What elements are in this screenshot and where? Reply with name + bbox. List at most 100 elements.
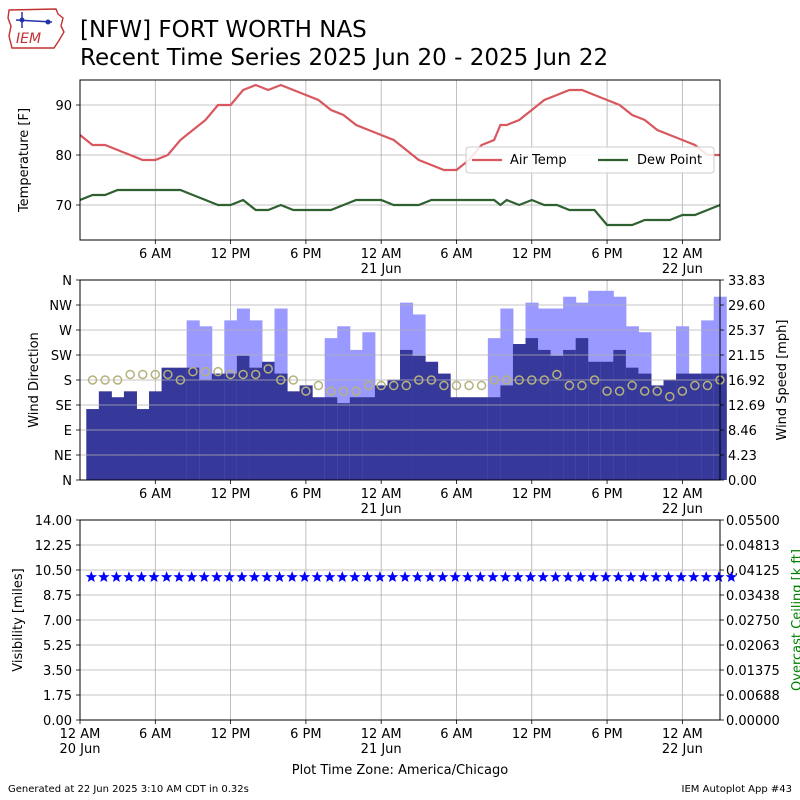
wind-direction-point	[200, 366, 211, 377]
visibility-point	[575, 571, 587, 582]
wind-direction-point	[414, 375, 424, 385]
y-tick-label-right: 0.00688	[726, 689, 780, 704]
visibility-point	[386, 571, 399, 582]
wind-direction-point	[238, 369, 248, 380]
wind-direction-point	[175, 375, 186, 385]
wind-speed-bar	[98, 391, 112, 480]
visibility-point	[725, 571, 737, 582]
wind-speed-bar	[111, 397, 125, 480]
wind-speed-bar	[450, 397, 464, 480]
visibility-point	[148, 571, 160, 582]
wind-direction-point	[225, 369, 236, 380]
wind-direction-point	[589, 375, 600, 385]
iem-logo: IEM	[6, 6, 66, 52]
visibility-point	[211, 571, 223, 582]
x-tick-date-label: 22 Jun	[662, 262, 703, 277]
wind-direction-point	[476, 380, 487, 391]
wind-direction-point	[351, 386, 361, 396]
y-axis-label: Visibility [miles]	[11, 568, 26, 671]
wind-speed-bar	[600, 361, 614, 480]
wind-direction-point	[464, 380, 474, 391]
series-line-air-temp	[79, 83, 720, 172]
visibility-point	[110, 571, 123, 582]
x-tick-label: 12 PM	[512, 247, 552, 262]
y-tick-label: 5.25	[43, 639, 72, 654]
wind-direction-point	[627, 380, 637, 391]
y-tick-label: 3.50	[43, 664, 72, 679]
visibility-point	[449, 571, 461, 582]
wind-direction-point	[439, 380, 449, 391]
wind-speed-bar	[136, 409, 150, 480]
visibility-point	[135, 571, 148, 582]
x-tick-label: 12 AM	[662, 727, 703, 742]
wind-direction-point	[276, 375, 286, 385]
wind-direction-point	[401, 380, 412, 391]
y-tick-label-right: 0.03438	[726, 589, 780, 604]
wind-direction-point	[539, 375, 550, 385]
wind-speed-bar	[186, 367, 200, 480]
wind-direction-point	[288, 375, 299, 385]
visibility-point	[411, 571, 424, 582]
x-tick-label: 6 PM	[290, 247, 321, 262]
x-tick-date-label: 22 Jun	[662, 502, 703, 517]
wind-direction-point	[188, 366, 198, 377]
legend	[465, 146, 715, 174]
x-tick-label: 6 AM	[440, 247, 473, 262]
y-tick-label: 0.00	[43, 714, 72, 729]
wind-direction-point	[213, 366, 223, 377]
y-tick-label: 14.00	[35, 514, 72, 529]
visibility-point	[324, 571, 336, 582]
y-tick-label: 70	[55, 199, 72, 214]
wind-direction-point	[552, 369, 562, 380]
y-tick-label: E	[64, 424, 72, 439]
visibility-point	[499, 571, 512, 582]
y-tick-label-right: 0.00	[728, 474, 757, 489]
visibility-panel	[79, 519, 721, 721]
visibility-point	[437, 571, 449, 582]
visibility-point	[223, 571, 235, 582]
wind-direction-point	[326, 386, 336, 396]
x-tick-label: 6 PM	[290, 487, 321, 502]
visibility-point	[123, 571, 135, 582]
y-tick-label-right: 29.60	[728, 299, 765, 314]
y-tick-label-right: 21.15	[728, 349, 765, 364]
x-tick-label: 12 AM	[361, 487, 402, 502]
wind-direction-point	[263, 364, 273, 374]
visibility-point	[713, 571, 725, 582]
wind-direction-point	[313, 380, 324, 391]
y-axis-label: Temperature [F]	[17, 108, 32, 213]
wind-direction-point	[564, 380, 575, 391]
x-tick-label: 6 AM	[440, 487, 473, 502]
visibility-point	[662, 571, 675, 582]
wind-speed-bar	[287, 391, 301, 480]
wind-speed-bar	[400, 349, 414, 480]
y-tick-label-right: 25.37	[728, 324, 765, 339]
y-tick-label-right: 0.04125	[726, 564, 780, 579]
x-tick-label: 12 AM	[361, 727, 402, 742]
wind-direction-point	[639, 386, 650, 396]
wind-speed-bar	[174, 367, 188, 480]
y-tick-label-right: 0.05500	[726, 514, 780, 529]
visibility-point	[625, 571, 637, 582]
y-tick-label: SE	[56, 399, 72, 414]
wind-speed-bar	[236, 355, 250, 480]
wind-speed-bar	[475, 397, 489, 480]
visibility-point	[512, 571, 524, 582]
visibility-point	[687, 571, 700, 582]
x-tick-label: 12 PM	[211, 487, 251, 502]
wind-speed-bar	[462, 397, 476, 480]
x-tick-date-label: 20 Jun	[60, 742, 101, 757]
wind-speed-bar	[374, 385, 388, 480]
visibility-point	[424, 571, 436, 582]
visibility-point	[98, 571, 110, 582]
wind-direction-point	[652, 386, 663, 396]
visibility-point	[273, 571, 286, 582]
y-tick-label: NE	[54, 449, 72, 464]
visibility-point	[186, 571, 198, 582]
wind-speed-bar	[701, 373, 715, 480]
visibility-point	[399, 571, 411, 582]
visibility-point	[474, 571, 486, 582]
wind-speed-bar	[437, 373, 451, 480]
x-tick-label: 6 AM	[139, 247, 172, 262]
wind-speed-bar	[550, 355, 564, 480]
